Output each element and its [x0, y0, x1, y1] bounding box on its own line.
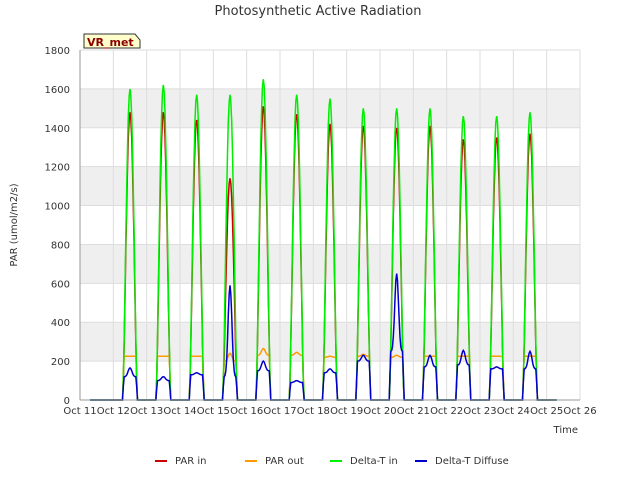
y-band [80, 322, 580, 362]
x-tick-label: Oct 11 [63, 406, 96, 417]
x-tick-label: Oct 25 [530, 406, 563, 417]
site-badge-box [83, 33, 141, 49]
x-tick-label: Oct 21 [397, 406, 430, 417]
legend-item: PAR out [245, 456, 304, 467]
x-tick-label: Oct 26 [563, 406, 596, 417]
y-tick-label: 1400 [45, 124, 70, 135]
y-tick-label: 600 [51, 279, 70, 290]
legend-item: Delta-T Diffuse [415, 456, 509, 467]
x-tick-label: Oct 24 [497, 406, 530, 417]
y-tick-label: 200 [51, 357, 70, 368]
x-tick-label: Oct 13 [130, 406, 163, 417]
legend-item: Delta-T in [330, 456, 398, 467]
y-tick-label: 1200 [45, 163, 70, 174]
legend: PAR in PAR out Delta-T in Delta-T Diffuse [155, 456, 509, 467]
x-tick-label: Oct 22 [430, 406, 463, 417]
y-band [80, 88, 580, 128]
legend-label: PAR out [265, 456, 304, 467]
plot-background [80, 50, 580, 400]
y-tick-label: 1000 [45, 202, 70, 213]
x-tick-label: Oct 17 [263, 406, 296, 417]
y-band [80, 166, 580, 206]
site-badge-label: VR_met [87, 36, 134, 49]
x-tick-label: Oct 19 [330, 406, 363, 417]
y-tick-label: 400 [51, 318, 70, 329]
y-tick-label: 0 [64, 396, 70, 407]
legend-label: Delta-T Diffuse [435, 456, 509, 467]
y-tick-labels: 0 200 400 600 800 1000 1200 1400 1600 1800 [45, 46, 70, 407]
x-tick-label: Oct 15 [197, 406, 230, 417]
x-tick-labels: Oct 11 Oct 12 Oct 13 Oct 14 Oct 15 Oct 16 Oct … [63, 406, 596, 417]
x-tick-label: Oct 16 [230, 406, 263, 417]
x-tick-label: Oct 23 [463, 406, 496, 417]
x-axis-label: Time [553, 425, 578, 436]
legend-label: Delta-T in [350, 456, 398, 467]
x-tick-label: Oct 20 [363, 406, 396, 417]
legend-item: PAR in [155, 456, 206, 467]
chart-title: Photosynthetic Active Radiation [215, 4, 422, 19]
grid-lines [79, 49, 581, 401]
legend-label: PAR in [175, 456, 206, 467]
x-tick-label: Oct 12 [97, 406, 130, 417]
site-badge: VR_met [83, 33, 141, 49]
x-tick-label: Oct 14 [163, 406, 196, 417]
y-tick-label: 1800 [45, 46, 70, 57]
y-band [80, 244, 580, 284]
y-tick-label: 800 [51, 240, 70, 251]
y-tick-label: 1600 [45, 85, 70, 96]
axes [79, 50, 580, 401]
x-tick-label: Oct 18 [297, 406, 330, 417]
y-axis-label: PAR (umol/m2/s) [9, 183, 20, 266]
